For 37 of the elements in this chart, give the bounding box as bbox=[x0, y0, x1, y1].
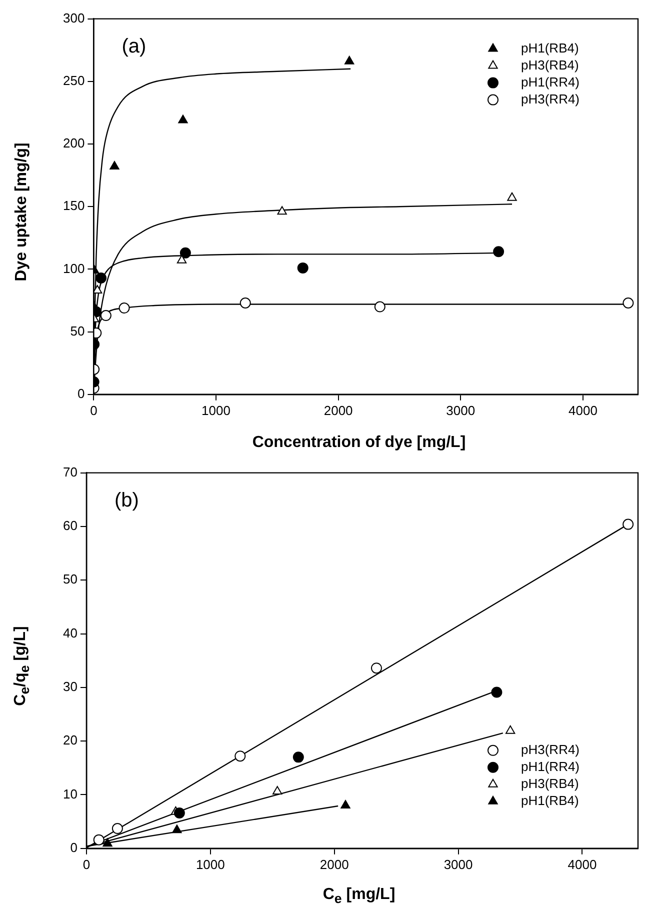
legend-label: pH1(RR4) bbox=[521, 74, 580, 90]
legend-label: pH1(RB4) bbox=[521, 792, 579, 808]
x-tick-label: 3000 bbox=[446, 402, 476, 418]
x-tick-label: 2000 bbox=[324, 402, 353, 418]
y-tick-label: 70 bbox=[62, 464, 78, 480]
annotation: (a) bbox=[122, 35, 146, 58]
x-tick-label: 1000 bbox=[196, 856, 225, 872]
x-tick-label: 4000 bbox=[568, 856, 597, 872]
y-tick-label: 30 bbox=[62, 679, 78, 694]
x-axis-title: Concentration of dye [mg/L] bbox=[251, 434, 467, 452]
x-tick-label: 4000 bbox=[568, 402, 598, 418]
legend-label: pH1(RB4) bbox=[521, 40, 579, 56]
x-tick-label: 0 bbox=[90, 402, 98, 418]
y-tick-label: 0 bbox=[70, 840, 78, 855]
x-tick-label: 1000 bbox=[202, 402, 230, 418]
legend-label: pH3(RR4) bbox=[521, 742, 580, 757]
x-tick-label: 2000 bbox=[320, 856, 349, 872]
legend-label: pH3(RR4) bbox=[521, 91, 580, 106]
y-tick-label: 20 bbox=[62, 732, 78, 748]
legend-label: pH3(RB4) bbox=[521, 57, 579, 72]
y-tick-label: 300 bbox=[62, 10, 85, 26]
y-axis-title: Dye uptake [mg/g] bbox=[13, 142, 31, 282]
y-tick-label: 40 bbox=[62, 625, 78, 640]
y-tick-label: 200 bbox=[62, 136, 85, 151]
y-tick-label: 50 bbox=[62, 572, 78, 587]
y-tick-label: 10 bbox=[62, 786, 78, 802]
y-tick-label: 50 bbox=[70, 323, 85, 338]
legend-label: pH3(RB4) bbox=[521, 776, 579, 791]
annotation: (b) bbox=[114, 489, 139, 512]
y-tick-label: 60 bbox=[62, 518, 78, 534]
y-tick-label: 150 bbox=[62, 198, 85, 214]
legend-label: pH1(RR4) bbox=[521, 758, 580, 774]
y-tick-label: 0 bbox=[77, 386, 85, 401]
x-axis-title: C$_{e}$ [mg/L] bbox=[322, 886, 396, 906]
y-tick-label: 100 bbox=[62, 260, 85, 276]
y-tick-label: 250 bbox=[62, 72, 85, 88]
x-tick-label: 3000 bbox=[444, 856, 473, 872]
